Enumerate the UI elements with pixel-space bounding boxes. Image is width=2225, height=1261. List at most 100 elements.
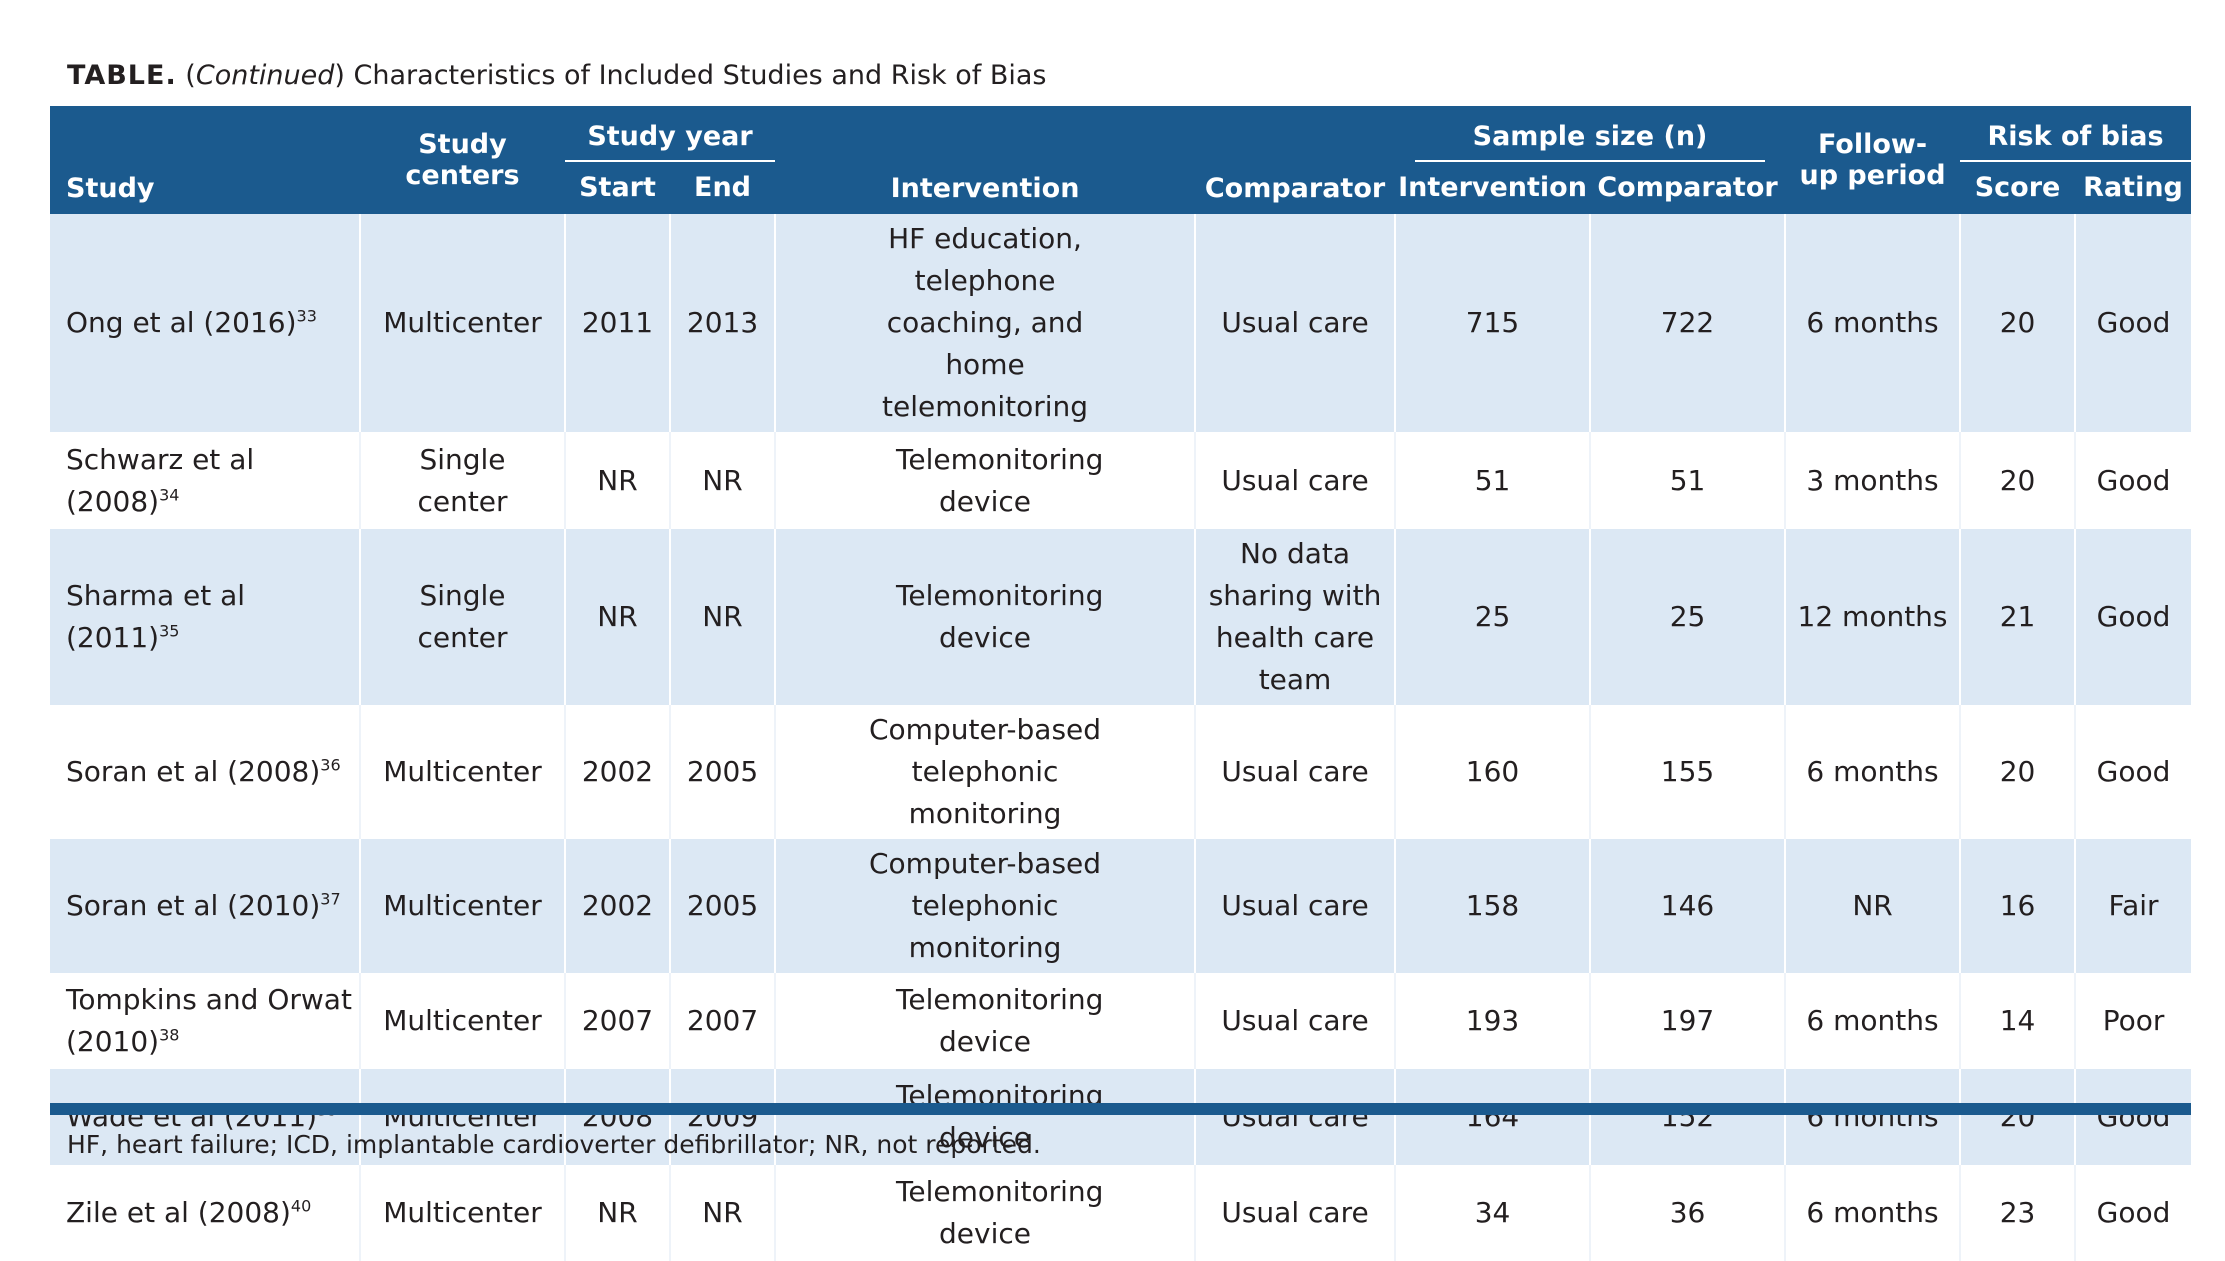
header-ss-comparator: Comparator — [1597, 172, 1778, 204]
study-table-container: Study Study centers Study year Intervent… — [50, 106, 2192, 1261]
cell-comparator: Usual care — [1195, 705, 1397, 839]
cell-followup: NR — [1785, 839, 1962, 973]
header-intervention: Intervention — [890, 172, 1080, 204]
study-table: Study Study centers Study year Intervent… — [50, 106, 2192, 1261]
cell-intervention: Telemonitoring device — [775, 973, 1197, 1069]
header-study-year: Study year — [565, 106, 776, 162]
table-row: Soran et al (2008)36 Multicenter 2002 20… — [50, 705, 2192, 839]
study-ref: 35 — [159, 621, 180, 641]
cell-n-comparator: 146 — [1590, 839, 1787, 973]
cell-followup: 6 months — [1785, 973, 1962, 1069]
cell-n-intervention: 164 — [1395, 1069, 1592, 1165]
cell-study: Sharma et al (2011)35 — [50, 529, 361, 705]
cell-intervention: HF education, telephone coaching, and ho… — [775, 214, 1197, 432]
cell-intervention: Telemonitoring device — [775, 432, 1197, 529]
cell-followup: 12 months — [1785, 529, 1962, 705]
study-ref: 38 — [159, 1025, 180, 1045]
cell-end: 2005 — [670, 839, 777, 973]
cell-rating: Good — [2096, 463, 2171, 497]
cell-study: Ong et al (2016)33 — [50, 214, 361, 432]
cell-centers: Multicenter — [360, 973, 566, 1069]
cell-comparator: Usual care — [1195, 1165, 1397, 1261]
cell-rating: Good — [2096, 755, 2171, 788]
cell-start: NR — [565, 529, 671, 705]
cell-centers: Single center — [360, 529, 566, 705]
cell-score: 21 — [1960, 529, 2077, 705]
header-ss-intervention: Intervention — [1398, 172, 1587, 204]
intervention-text: Computer-based telephonic monitoring — [869, 847, 1102, 964]
table-row: Sharma et al (2011)35 Single center NR N… — [50, 529, 2192, 705]
cell-centers: Multicenter — [360, 214, 566, 432]
cell-n-comparator: 152 — [1590, 1069, 1787, 1165]
intervention-text: HF education, telephone coaching, and ho… — [881, 222, 1089, 423]
cell-score: 20 — [1960, 214, 2077, 432]
cell-comparator: Usual care — [1195, 432, 1397, 529]
cell-start: 2007 — [565, 973, 671, 1069]
table-caption: TABLE. (Continued) Characteristics of In… — [67, 60, 1047, 91]
study-ref: 37 — [320, 889, 341, 909]
header-end: End — [694, 172, 751, 204]
cell-study: Soran et al (2008)36 — [50, 705, 361, 839]
header-sample-size-label: Sample size (n) — [1415, 121, 1766, 162]
cell-start: NR — [565, 1165, 671, 1261]
study-name: Zile et al (2008) — [66, 1196, 291, 1229]
cell-study: Wade et al (2011)39 — [50, 1069, 361, 1165]
cell-comparator: No data sharing with health care team — [1195, 529, 1397, 705]
cell-followup: 3 months — [1785, 432, 1962, 529]
cell-n-intervention: 158 — [1395, 839, 1592, 973]
intervention-text: Computer-based telephonic monitoring — [869, 713, 1102, 830]
table-row: Zile et al (2008)40 Multicenter NR NR Te… — [50, 1165, 2192, 1261]
cell-comparator: Usual care — [1195, 214, 1397, 432]
cell-n-comparator: 36 — [1590, 1165, 1787, 1261]
table-label: TABLE. — [67, 60, 177, 91]
cell-start: 2011 — [565, 214, 671, 432]
cell-end: 2013 — [670, 214, 777, 432]
cell-score: 16 — [1960, 839, 2077, 973]
cell-n-comparator: 51 — [1590, 432, 1787, 529]
cell-n-intervention: 34 — [1395, 1165, 1592, 1261]
cell-followup: 6 months — [1785, 1069, 1962, 1165]
cell-start: 2008 — [565, 1069, 671, 1165]
study-name: Tompkins and Orwat (2010) — [66, 983, 352, 1058]
cell-score: 20 — [1960, 432, 2077, 529]
cell-centers: Multicenter — [360, 839, 566, 973]
header-comparator: Comparator — [1204, 172, 1386, 204]
table-row: Ong et al (2016)33 Multicenter 2011 2013… — [50, 214, 2192, 432]
cell-study: Schwarz et al (2008)34 — [50, 432, 361, 529]
cell-study: Soran et al (2010)37 — [50, 839, 361, 973]
cell-n-intervention: 51 — [1395, 432, 1592, 529]
cell-n-comparator: 722 — [1590, 214, 1787, 432]
cell-start: 2002 — [565, 705, 671, 839]
header-follow-up: Follow-up period — [1785, 106, 1960, 214]
cell-intervention: Computer-based telephonic monitoring — [775, 705, 1197, 839]
caption-continued: Continued — [195, 60, 335, 91]
cell-score: 14 — [1960, 973, 2077, 1069]
table-footnote: HF, heart failure; ICD, implantable card… — [67, 1130, 1041, 1159]
cell-centers: Single center — [360, 432, 566, 529]
cell-study: Zile et al (2008)40 — [50, 1165, 361, 1261]
cell-end: 2009 — [670, 1069, 777, 1165]
study-name: Soran et al (2010) — [66, 889, 321, 922]
study-name: Sharma et al (2011) — [66, 579, 246, 654]
cell-study: Tompkins and Orwat (2010)38 — [50, 973, 361, 1069]
cell-rating: Good — [2096, 306, 2171, 339]
table-row: Wade et al (2011)39 Multicenter 2008 200… — [50, 1069, 2192, 1165]
cell-intervention: Telemonitoring device — [775, 1165, 1197, 1261]
cell-n-comparator: 197 — [1590, 973, 1787, 1069]
cell-followup: 6 months — [1785, 705, 1962, 839]
cell-end: NR — [670, 529, 777, 705]
table-row: Tompkins and Orwat (2010)38 Multicenter … — [50, 973, 2192, 1069]
cell-n-comparator: 155 — [1590, 705, 1787, 839]
cell-n-intervention: 25 — [1395, 529, 1592, 705]
cell-end: 2005 — [670, 705, 777, 839]
cell-intervention: Telemonitoring device — [775, 529, 1197, 705]
header-score: Score — [1974, 172, 2061, 204]
table-bottom-rule — [50, 1103, 2191, 1115]
study-name: Schwarz et al (2008) — [66, 442, 255, 518]
cell-score: 20 — [1960, 1069, 2077, 1165]
cell-rating: Fair — [2108, 889, 2159, 922]
cell-followup: 6 months — [1785, 214, 1962, 432]
header-follow-up-text: Follow-up period — [1799, 128, 1946, 191]
study-ref: 33 — [296, 306, 317, 326]
header-study-centers: Study centers — [360, 106, 565, 214]
